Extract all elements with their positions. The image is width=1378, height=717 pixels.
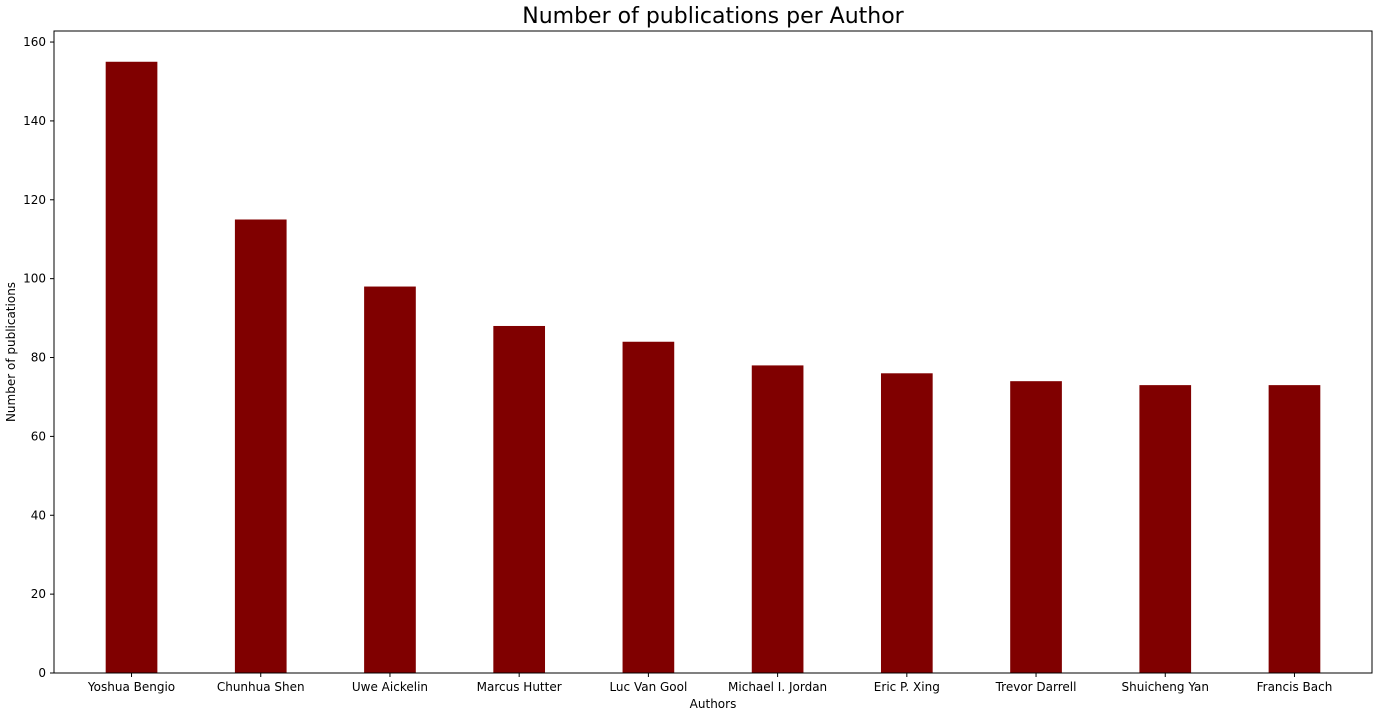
y-tick-label: 160: [23, 35, 46, 49]
x-tick-label: Michael I. Jordan: [728, 680, 827, 694]
y-tick-label: 120: [23, 193, 46, 207]
y-axis-label: Number of publications: [4, 282, 18, 422]
y-tick-label: 100: [23, 272, 46, 286]
y-tick-label: 40: [31, 508, 46, 522]
bars-group: [105, 61, 1321, 673]
x-tick-label: Marcus Hutter: [477, 680, 562, 694]
bar: [105, 61, 158, 673]
x-axis-label: Authors: [690, 697, 737, 711]
x-tick-label: Yoshua Bengio: [87, 680, 175, 694]
y-tick-label: 0: [38, 666, 46, 680]
bar: [880, 373, 933, 673]
bar: [364, 286, 416, 673]
bar: [1139, 385, 1192, 673]
x-tick-label: Chunhua Shen: [217, 680, 305, 694]
y-tick-label: 60: [31, 429, 46, 443]
y-tick-label: 80: [31, 351, 46, 365]
chart-title: Number of publications per Author: [522, 4, 904, 29]
bar: [751, 365, 804, 673]
x-tick-label: Shuicheng Yan: [1122, 680, 1209, 694]
y-tick-label: 20: [31, 587, 46, 601]
bar: [1268, 385, 1321, 673]
x-tick-label: Francis Bach: [1257, 680, 1333, 694]
bar: [1010, 381, 1062, 673]
x-axis-ticks: Yoshua Bengio Chunhua Shen Uwe Aickelin Mar…: [87, 673, 1332, 694]
y-axis-ticks: 0 20 40 60 80 100 120 140 160: [23, 35, 54, 680]
x-tick-label: Uwe Aickelin: [352, 680, 428, 694]
x-tick-label: Eric P. Xing: [874, 680, 940, 694]
y-tick-label: 140: [23, 114, 46, 128]
plot-frame: [53, 30, 1373, 674]
bar: [493, 325, 546, 673]
bar: [622, 341, 675, 673]
x-tick-label: Trevor Darrell: [995, 680, 1077, 694]
x-tick-label: Luc Van Gool: [609, 680, 687, 694]
bar: [234, 219, 287, 673]
